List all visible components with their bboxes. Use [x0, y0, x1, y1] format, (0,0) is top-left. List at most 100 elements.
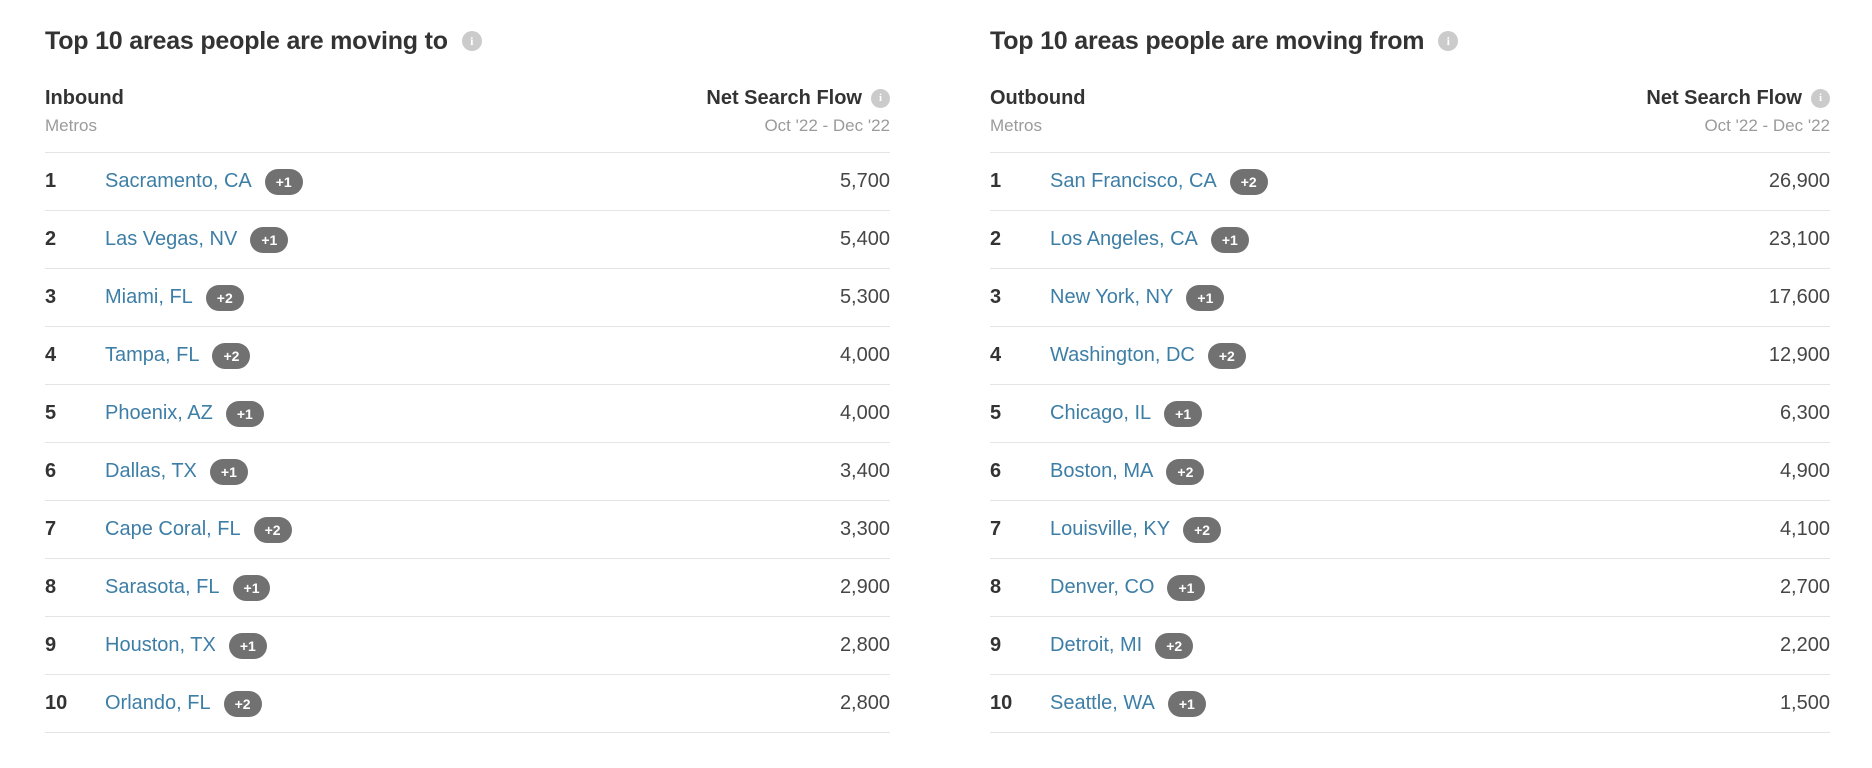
net-search-flow-value: 2,700: [1779, 576, 1830, 598]
metro-link[interactable]: Houston, TX: [105, 634, 216, 656]
direction-subheader: Metros: [990, 116, 1042, 135]
table-row: 7 Louisville, KY +2 4,100: [990, 501, 1830, 559]
net-search-flow-value: 2,800: [839, 692, 890, 714]
rank-number: 3: [45, 286, 57, 308]
net-search-flow-value: 2,900: [839, 576, 890, 598]
net-search-flow-value: 5,700: [839, 170, 890, 192]
metro-link[interactable]: Sacramento, CA: [105, 170, 252, 192]
rank-change-badge: +1: [228, 632, 267, 659]
rank-number: 8: [990, 576, 1002, 598]
rank-change-badge: +2: [253, 516, 292, 543]
table-row: 5 Chicago, IL +1 6,300: [990, 385, 1830, 443]
metro-link[interactable]: Orlando, FL: [105, 692, 211, 714]
net-search-flow-value: 2,200: [1779, 634, 1830, 656]
rank-change-badge: +1: [1186, 284, 1225, 311]
inbound-table: Top 10 areas people are moving to i Inbo…: [45, 24, 890, 733]
table-row: 4 Washington, DC +2 12,900: [990, 327, 1830, 385]
net-search-flow-value: 5,300: [839, 286, 890, 308]
rank-number: 6: [45, 460, 57, 482]
metro-link[interactable]: Cape Coral, FL: [105, 518, 241, 540]
direction-subheader: Metros: [45, 116, 97, 135]
date-range-label: Oct '22 - Dec '22: [764, 116, 890, 135]
rank-change-badge: +2: [1166, 458, 1205, 485]
outbound-column-headers: Outbound Metros Net Search Flow i Oct '2…: [990, 86, 1830, 153]
direction-header: Inbound: [45, 87, 124, 109]
info-icon[interactable]: i: [1438, 31, 1459, 51]
rank-change-badge: +2: [223, 690, 262, 717]
net-search-flow-value: 3,400: [839, 460, 890, 482]
table-row: 3 New York, NY +1 17,600: [990, 269, 1830, 327]
rank-number: 1: [990, 170, 1002, 192]
migration-tables-container: Top 10 areas people are moving to i Inbo…: [45, 24, 1830, 733]
metro-link[interactable]: Washington, DC: [1050, 344, 1195, 366]
metro-link[interactable]: Los Angeles, CA: [1050, 228, 1198, 250]
info-icon[interactable]: i: [461, 31, 482, 51]
rank-number: 10: [45, 692, 68, 714]
rank-number: 4: [990, 344, 1002, 366]
rank-change-badge: +2: [1183, 516, 1222, 543]
rank-change-badge: +1: [264, 168, 303, 195]
metro-link[interactable]: Tampa, FL: [105, 344, 200, 366]
inbound-rows: 1 Sacramento, CA +1 5,700 2 Las Vegas, N…: [45, 153, 890, 733]
table-row: 6 Dallas, TX +1 3,400: [45, 443, 890, 501]
table-row: 8 Sarasota, FL +1 2,900: [45, 559, 890, 617]
net-search-flow-header: Net Search Flow: [706, 87, 862, 109]
metro-link[interactable]: Chicago, IL: [1050, 402, 1152, 424]
rank-number: 5: [990, 402, 1002, 424]
inbound-metros-header: Inbound Metros: [45, 86, 124, 136]
table-row: 7 Cape Coral, FL +2 3,300: [45, 501, 890, 559]
table-row: 3 Miami, FL +2 5,300: [45, 269, 890, 327]
metro-link[interactable]: Dallas, TX: [105, 460, 197, 482]
date-range-label: Oct '22 - Dec '22: [1704, 116, 1830, 135]
metro-link[interactable]: San Francisco, CA: [1050, 170, 1217, 192]
metro-link[interactable]: Boston, MA: [1050, 460, 1154, 482]
rank-change-badge: +1: [1210, 226, 1249, 253]
rank-change-badge: +1: [209, 458, 248, 485]
rank-number: 9: [990, 634, 1002, 656]
rank-change-badge: +1: [1164, 400, 1203, 427]
direction-header: Outbound: [990, 87, 1086, 109]
metro-link[interactable]: Phoenix, AZ: [105, 402, 213, 424]
metro-link[interactable]: Sarasota, FL: [105, 576, 220, 598]
metro-link[interactable]: Detroit, MI: [1050, 634, 1143, 656]
table-row: 2 Las Vegas, NV +1 5,400: [45, 211, 890, 269]
net-search-flow-value: 4,000: [839, 344, 890, 366]
net-search-flow-value: 2,800: [839, 634, 890, 656]
info-icon[interactable]: i: [871, 88, 890, 108]
outbound-rows: 1 San Francisco, CA +2 26,900 2 Los Ange…: [990, 153, 1830, 733]
metro-link[interactable]: Miami, FL: [105, 286, 193, 308]
metro-link[interactable]: Seattle, WA: [1050, 692, 1155, 714]
table-row: 5 Phoenix, AZ +1 4,000: [45, 385, 890, 443]
metro-link[interactable]: New York, NY: [1050, 286, 1174, 308]
inbound-flow-header: Net Search Flow i Oct '22 - Dec '22: [706, 86, 890, 136]
table-row: 6 Boston, MA +2 4,900: [990, 443, 1830, 501]
rank-change-badge: +1: [1167, 574, 1206, 601]
net-search-flow-value: 3,300: [839, 518, 890, 540]
rank-change-badge: +1: [250, 226, 289, 253]
inbound-column-headers: Inbound Metros Net Search Flow i Oct '22…: [45, 86, 890, 153]
rank-number: 1: [45, 170, 57, 192]
rank-change-badge: +2: [1229, 168, 1268, 195]
net-search-flow-value: 4,900: [1779, 460, 1830, 482]
net-search-flow-value: 12,900: [1768, 344, 1830, 366]
table-row: 4 Tampa, FL +2 4,000: [45, 327, 890, 385]
table-row: 9 Houston, TX +1 2,800: [45, 617, 890, 675]
table-row: 1 San Francisco, CA +2 26,900: [990, 153, 1830, 211]
rank-number: 5: [45, 402, 57, 424]
rank-number: 7: [990, 518, 1002, 540]
rank-number: 10: [990, 692, 1013, 714]
rank-number: 7: [45, 518, 57, 540]
rank-number: 9: [45, 634, 57, 656]
table-row: 10 Seattle, WA +1 1,500: [990, 675, 1830, 733]
table-row: 2 Los Angeles, CA +1 23,100: [990, 211, 1830, 269]
rank-change-badge: +2: [1155, 632, 1194, 659]
info-icon[interactable]: i: [1811, 88, 1830, 108]
metro-link[interactable]: Las Vegas, NV: [105, 228, 238, 250]
rank-number: 2: [990, 228, 1002, 250]
metro-link[interactable]: Denver, CO: [1050, 576, 1155, 598]
table-row: 10 Orlando, FL +2 2,800: [45, 675, 890, 733]
outbound-flow-header: Net Search Flow i Oct '22 - Dec '22: [1646, 86, 1830, 136]
table-row: 1 Sacramento, CA +1 5,700: [45, 153, 890, 211]
metro-link[interactable]: Louisville, KY: [1050, 518, 1171, 540]
outbound-table: Top 10 areas people are moving from i Ou…: [990, 24, 1830, 733]
